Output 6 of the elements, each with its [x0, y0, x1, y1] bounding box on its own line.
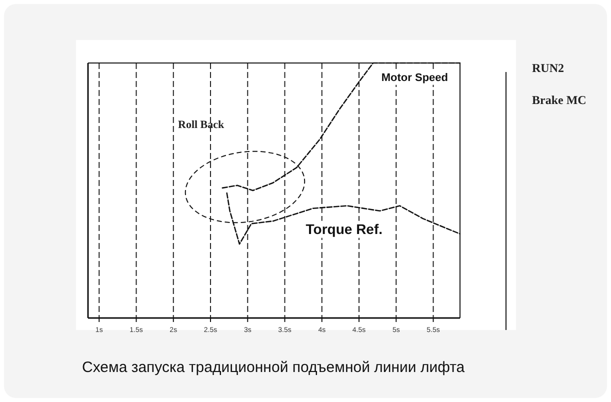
annotation: Roll Back: [178, 119, 226, 131]
series-label: Motor Speed: [381, 72, 448, 84]
series-label: Torque Ref.: [306, 220, 383, 237]
text: Схема запуска традиционной подъемной линии лифта: [82, 359, 466, 376]
text: Brake MC: [532, 93, 586, 107]
text: RUN2: [532, 61, 564, 75]
